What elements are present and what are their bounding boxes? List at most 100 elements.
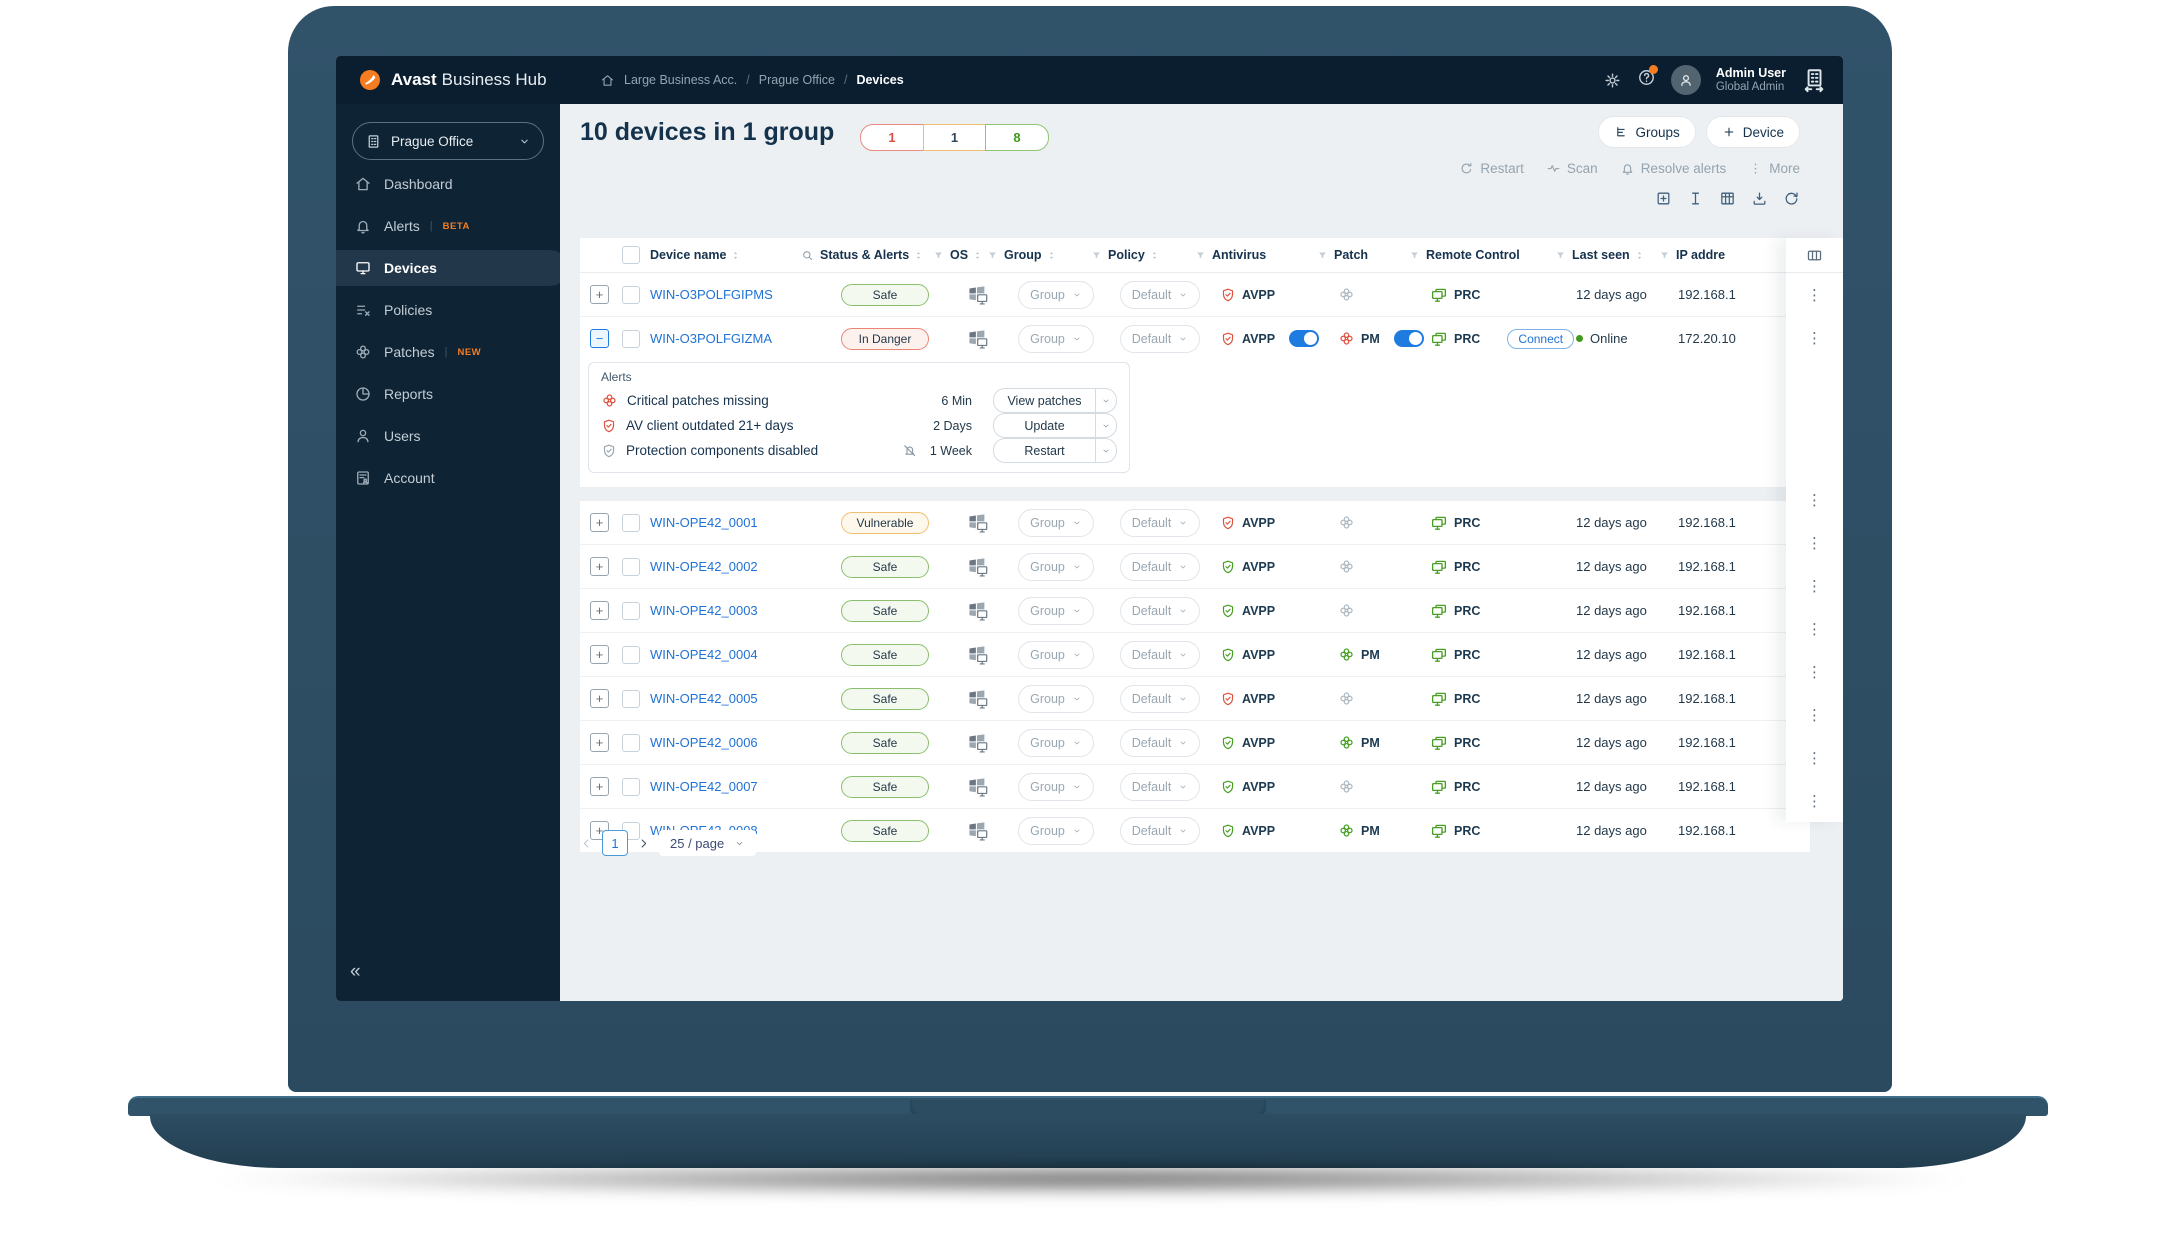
group-dropdown[interactable]: Group	[1018, 816, 1094, 845]
action-scan[interactable]: Scan	[1546, 161, 1598, 176]
group-dropdown[interactable]: Group	[1018, 508, 1094, 537]
device-name-link[interactable]: WIN-OPE42_0006	[650, 735, 758, 750]
action-restart[interactable]: Restart	[1459, 161, 1524, 176]
count-warning[interactable]: 1	[922, 124, 987, 151]
row-checkbox[interactable]	[622, 513, 640, 532]
text-cursor-icon[interactable]	[1687, 190, 1704, 207]
policy-dropdown[interactable]: Default	[1119, 684, 1201, 713]
row-menu-icon[interactable]: ⋮	[1807, 663, 1822, 681]
expand-row-button[interactable]: +	[590, 777, 609, 796]
column-header-patch[interactable]: Patch	[1334, 248, 1426, 262]
row-menu-icon[interactable]: ⋮	[1807, 792, 1822, 810]
add-square-icon[interactable]	[1655, 190, 1672, 207]
expand-row-button[interactable]: +	[590, 601, 609, 620]
row-checkbox[interactable]	[622, 689, 640, 708]
device-name-link[interactable]: WIN-OPE42_0003	[650, 603, 758, 618]
column-header-policy[interactable]: Policy	[1108, 248, 1212, 262]
device-name-link[interactable]: WIN-O3POLFGIZMA	[650, 331, 773, 346]
row-menu-icon[interactable]: ⋮	[1807, 491, 1822, 509]
expand-row-button[interactable]: +	[590, 733, 609, 752]
row-menu-icon[interactable]: ⋮	[1807, 706, 1822, 724]
row-menu-icon[interactable]: ⋮	[1807, 749, 1822, 767]
device-button[interactable]: Device	[1705, 116, 1800, 148]
column-header-os[interactable]: OS	[950, 248, 1004, 262]
device-name-link[interactable]: WIN-OPE42_0001	[650, 515, 758, 530]
group-dropdown[interactable]: Group	[1018, 552, 1094, 581]
row-menu-icon[interactable]: ⋮	[1807, 577, 1822, 595]
sidebar-item-devices[interactable]: Devices	[336, 250, 568, 286]
count-danger[interactable]: 1	[860, 124, 924, 151]
sidebar-item-account[interactable]: Account	[336, 460, 568, 496]
column-header-group[interactable]: Group	[1004, 248, 1108, 262]
expand-row-button[interactable]: +	[590, 645, 609, 664]
row-checkbox[interactable]	[622, 733, 640, 752]
alert-action-button[interactable]: Update	[993, 413, 1117, 438]
avatar[interactable]	[1670, 65, 1701, 95]
row-checkbox[interactable]	[622, 777, 640, 796]
policy-dropdown[interactable]: Default	[1119, 640, 1201, 669]
column-header-ip-addre[interactable]: IP addre	[1676, 248, 1756, 262]
settings-gear-icon[interactable]	[1603, 71, 1622, 90]
device-name-link[interactable]: WIN-OPE42_0002	[650, 559, 758, 574]
help-button[interactable]	[1637, 65, 1658, 92]
select-all-checkbox[interactable]	[622, 246, 640, 264]
group-dropdown[interactable]: Group	[1018, 324, 1094, 353]
row-checkbox[interactable]	[622, 557, 640, 576]
expand-row-button[interactable]: +	[590, 513, 609, 532]
group-dropdown[interactable]: Group	[1018, 684, 1094, 713]
row-menu-icon[interactable]: ⋮	[1807, 286, 1822, 304]
device-name-link[interactable]: WIN-OPE42_0005	[650, 691, 758, 706]
column-header-device-name[interactable]: Device name	[650, 248, 820, 262]
prev-page-button[interactable]	[580, 837, 593, 850]
device-name-link[interactable]: WIN-OPE42_0007	[650, 779, 758, 794]
row-menu-icon[interactable]: ⋮	[1807, 534, 1822, 552]
group-dropdown[interactable]: Group	[1018, 772, 1094, 801]
row-checkbox[interactable]	[622, 329, 640, 348]
column-header-antivirus[interactable]: Antivirus	[1212, 248, 1334, 262]
breadcrumb-item[interactable]: Prague Office	[758, 73, 835, 87]
group-dropdown[interactable]: Group	[1018, 640, 1094, 669]
company-switcher-icon[interactable]	[1801, 67, 1827, 93]
action-resolve-alerts[interactable]: Resolve alerts	[1620, 161, 1726, 176]
sidebar-item-alerts[interactable]: Alerts | BETA	[336, 208, 568, 244]
group-dropdown[interactable]: Group	[1018, 596, 1094, 625]
policy-dropdown[interactable]: Default	[1119, 324, 1201, 353]
next-page-button[interactable]	[637, 837, 650, 850]
download-icon[interactable]	[1751, 190, 1768, 207]
policy-dropdown[interactable]: Default	[1119, 280, 1201, 309]
sidebar-item-patches[interactable]: Patches | NEW	[336, 334, 568, 370]
breadcrumb-item[interactable]: Devices	[856, 73, 904, 87]
org-selector[interactable]: Prague Office	[352, 122, 544, 160]
action-more[interactable]: More	[1748, 161, 1800, 176]
row-checkbox[interactable]	[622, 285, 640, 304]
table-grid-icon[interactable]	[1719, 190, 1736, 207]
sidebar-collapse-button[interactable]: «	[350, 961, 361, 982]
row-checkbox[interactable]	[622, 601, 640, 620]
antivirus-toggle[interactable]	[1289, 330, 1320, 347]
user-info[interactable]: Admin User Global Admin	[1716, 66, 1786, 94]
policy-dropdown[interactable]: Default	[1119, 552, 1201, 581]
chevron-down-icon[interactable]	[1096, 446, 1116, 456]
collapse-row-button[interactable]: −	[590, 329, 609, 348]
count-safe[interactable]: 8	[985, 124, 1049, 151]
expand-row-button[interactable]: +	[590, 285, 609, 304]
alert-action-button[interactable]: View patches	[993, 388, 1117, 413]
group-dropdown[interactable]: Group	[1018, 728, 1094, 757]
expand-row-button[interactable]: +	[590, 689, 609, 708]
column-header-status-alerts[interactable]: Status & Alerts	[820, 248, 950, 262]
column-header-last-seen[interactable]: Last seen	[1572, 248, 1676, 262]
policy-dropdown[interactable]: Default	[1119, 816, 1201, 845]
page-number[interactable]: 1	[602, 830, 628, 856]
group-dropdown[interactable]: Group	[1018, 280, 1094, 309]
chevron-down-icon[interactable]	[1096, 396, 1116, 406]
sidebar-item-reports[interactable]: Reports	[336, 376, 568, 412]
row-menu-icon[interactable]: ⋮	[1807, 329, 1822, 347]
policy-dropdown[interactable]: Default	[1119, 772, 1201, 801]
sidebar-item-users[interactable]: Users	[336, 418, 568, 454]
row-menu-icon[interactable]: ⋮	[1807, 620, 1822, 638]
policy-dropdown[interactable]: Default	[1119, 508, 1201, 537]
patch-toggle[interactable]	[1393, 330, 1424, 347]
breadcrumb-item[interactable]: Large Business Acc.	[624, 73, 738, 87]
sidebar-item-dashboard[interactable]: Dashboard	[336, 166, 568, 202]
brand-logo[interactable]: Avast Business Hub	[358, 68, 547, 92]
